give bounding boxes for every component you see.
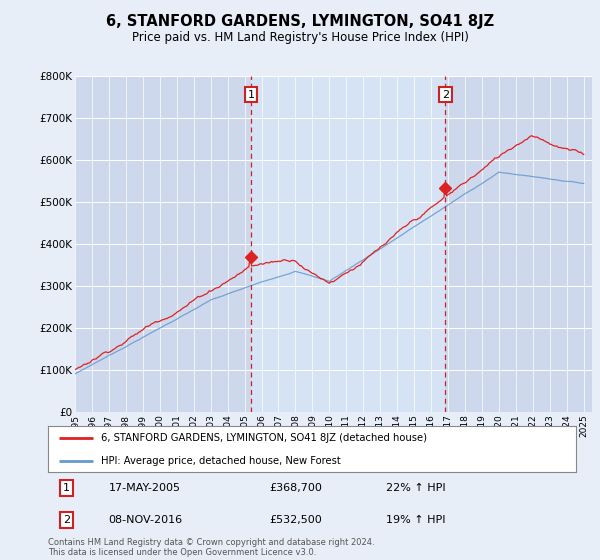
Text: 19% ↑ HPI: 19% ↑ HPI (386, 515, 445, 525)
Text: 22% ↑ HPI: 22% ↑ HPI (386, 483, 446, 493)
Text: 17-MAY-2005: 17-MAY-2005 (109, 483, 181, 493)
Text: £368,700: £368,700 (270, 483, 323, 493)
Text: 6, STANFORD GARDENS, LYMINGTON, SO41 8JZ: 6, STANFORD GARDENS, LYMINGTON, SO41 8JZ (106, 14, 494, 29)
Text: 2: 2 (442, 90, 449, 100)
Text: 2: 2 (63, 515, 70, 525)
Text: 6, STANFORD GARDENS, LYMINGTON, SO41 8JZ (detached house): 6, STANFORD GARDENS, LYMINGTON, SO41 8JZ… (101, 433, 427, 444)
Text: 1: 1 (63, 483, 70, 493)
Text: 08-NOV-2016: 08-NOV-2016 (109, 515, 183, 525)
Text: Contains HM Land Registry data © Crown copyright and database right 2024.
This d: Contains HM Land Registry data © Crown c… (48, 538, 374, 557)
Text: HPI: Average price, detached house, New Forest: HPI: Average price, detached house, New … (101, 456, 341, 466)
Text: Price paid vs. HM Land Registry's House Price Index (HPI): Price paid vs. HM Land Registry's House … (131, 31, 469, 44)
Bar (251, 76, 445, 412)
Text: £532,500: £532,500 (270, 515, 323, 525)
Text: 1: 1 (247, 90, 254, 100)
